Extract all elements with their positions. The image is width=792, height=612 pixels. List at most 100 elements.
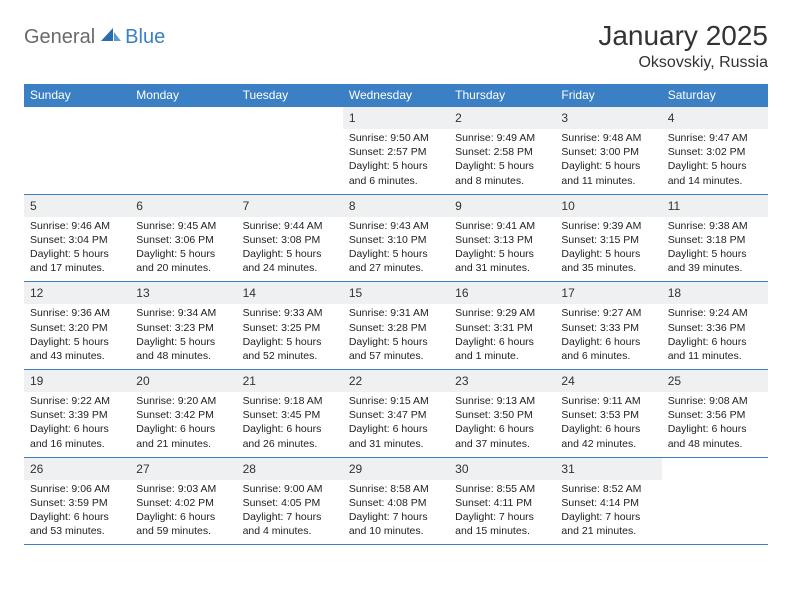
sunrise-line: Sunrise: 9:20 AM (134, 394, 232, 408)
sunrise-line: Sunrise: 9:39 AM (559, 219, 657, 233)
sunrise-line: Sunrise: 9:06 AM (28, 482, 126, 496)
empty-cell (237, 107, 343, 194)
dl2-line: and 21 minutes. (559, 524, 657, 538)
sunrise-line: Sunrise: 8:52 AM (559, 482, 657, 496)
day-cell: 23Sunrise: 9:13 AMSunset: 3:50 PMDayligh… (449, 370, 555, 457)
day-number: 25 (668, 374, 681, 388)
day-number-bar: 17 (555, 282, 661, 304)
week-row: 19Sunrise: 9:22 AMSunset: 3:39 PMDayligh… (24, 370, 768, 458)
sunset-line: Sunset: 3:39 PM (28, 408, 126, 422)
day-number: 8 (349, 199, 356, 213)
sunrise-line: Sunrise: 9:00 AM (241, 482, 339, 496)
day-number: 7 (243, 199, 250, 213)
day-cell: 25Sunrise: 9:08 AMSunset: 3:56 PMDayligh… (662, 370, 768, 457)
day-cell: 11Sunrise: 9:38 AMSunset: 3:18 PMDayligh… (662, 195, 768, 282)
dl2-line: and 53 minutes. (28, 524, 126, 538)
day-number: 30 (455, 462, 468, 476)
dl1-line: Daylight: 6 hours (134, 422, 232, 436)
sunrise-line: Sunrise: 9:50 AM (347, 131, 445, 145)
sunset-line: Sunset: 3:25 PM (241, 321, 339, 335)
day-number-bar: 2 (449, 107, 555, 129)
dl2-line: and 26 minutes. (241, 437, 339, 451)
weeks-container: 1Sunrise: 9:50 AMSunset: 2:57 PMDaylight… (24, 107, 768, 545)
day-number: 20 (136, 374, 149, 388)
day-cell: 16Sunrise: 9:29 AMSunset: 3:31 PMDayligh… (449, 282, 555, 369)
sunrise-line: Sunrise: 9:46 AM (28, 219, 126, 233)
day-cell: 6Sunrise: 9:45 AMSunset: 3:06 PMDaylight… (130, 195, 236, 282)
day-number (668, 462, 671, 476)
dl2-line: and 42 minutes. (559, 437, 657, 451)
day-number: 24 (561, 374, 574, 388)
sunset-line: Sunset: 3:56 PM (666, 408, 764, 422)
sunrise-line: Sunrise: 9:48 AM (559, 131, 657, 145)
day-cell: 21Sunrise: 9:18 AMSunset: 3:45 PMDayligh… (237, 370, 343, 457)
sunset-line: Sunset: 4:08 PM (347, 496, 445, 510)
day-cell: 14Sunrise: 9:33 AMSunset: 3:25 PMDayligh… (237, 282, 343, 369)
day-cell: 27Sunrise: 9:03 AMSunset: 4:02 PMDayligh… (130, 458, 236, 545)
day-number-bar: 29 (343, 458, 449, 480)
day-number: 6 (136, 199, 143, 213)
sunrise-line: Sunrise: 9:27 AM (559, 306, 657, 320)
day-number-bar: 28 (237, 458, 343, 480)
dl1-line: Daylight: 5 hours (453, 247, 551, 261)
day-cell: 8Sunrise: 9:43 AMSunset: 3:10 PMDaylight… (343, 195, 449, 282)
location-label: Oksovskiy, Russia (598, 54, 768, 72)
dl2-line: and 8 minutes. (453, 174, 551, 188)
day-number: 23 (455, 374, 468, 388)
sunrise-line: Sunrise: 9:29 AM (453, 306, 551, 320)
sunset-line: Sunset: 3:31 PM (453, 321, 551, 335)
sunset-line: Sunset: 4:14 PM (559, 496, 657, 510)
day-number-bar: 26 (24, 458, 130, 480)
week-row: 5Sunrise: 9:46 AMSunset: 3:04 PMDaylight… (24, 195, 768, 283)
day-cell: 7Sunrise: 9:44 AMSunset: 3:08 PMDaylight… (237, 195, 343, 282)
day-number-bar (130, 107, 236, 129)
sunset-line: Sunset: 3:28 PM (347, 321, 445, 335)
day-header: Monday (130, 84, 236, 107)
day-number-bar: 16 (449, 282, 555, 304)
sunset-line: Sunset: 3:23 PM (134, 321, 232, 335)
day-number-bar: 15 (343, 282, 449, 304)
sunset-line: Sunset: 3:59 PM (28, 496, 126, 510)
dl1-line: Daylight: 6 hours (347, 422, 445, 436)
logo-text-general: General (24, 26, 95, 49)
day-number: 17 (561, 286, 574, 300)
sunset-line: Sunset: 3:06 PM (134, 233, 232, 247)
dl2-line: and 20 minutes. (134, 261, 232, 275)
day-cell: 30Sunrise: 8:55 AMSunset: 4:11 PMDayligh… (449, 458, 555, 545)
day-number-bar: 14 (237, 282, 343, 304)
dl1-line: Daylight: 5 hours (241, 247, 339, 261)
day-number: 13 (136, 286, 149, 300)
day-cell: 4Sunrise: 9:47 AMSunset: 3:02 PMDaylight… (662, 107, 768, 194)
sunset-line: Sunset: 3:08 PM (241, 233, 339, 247)
dl2-line: and 59 minutes. (134, 524, 232, 538)
sunset-line: Sunset: 3:13 PM (453, 233, 551, 247)
sunrise-line: Sunrise: 9:38 AM (666, 219, 764, 233)
day-number-bar: 13 (130, 282, 236, 304)
day-cell: 19Sunrise: 9:22 AMSunset: 3:39 PMDayligh… (24, 370, 130, 457)
day-cell: 24Sunrise: 9:11 AMSunset: 3:53 PMDayligh… (555, 370, 661, 457)
sunset-line: Sunset: 3:04 PM (28, 233, 126, 247)
dl2-line: and 6 minutes. (347, 174, 445, 188)
day-number-bar: 18 (662, 282, 768, 304)
day-header: Tuesday (237, 84, 343, 107)
day-number-bar: 20 (130, 370, 236, 392)
day-number-bar: 22 (343, 370, 449, 392)
dl2-line: and 16 minutes. (28, 437, 126, 451)
day-header: Saturday (662, 84, 768, 107)
day-number-bar: 3 (555, 107, 661, 129)
day-number-bar: 24 (555, 370, 661, 392)
day-number: 28 (243, 462, 256, 476)
day-number-bar: 6 (130, 195, 236, 217)
dl1-line: Daylight: 6 hours (666, 335, 764, 349)
dl1-line: Daylight: 6 hours (559, 422, 657, 436)
day-cell: 15Sunrise: 9:31 AMSunset: 3:28 PMDayligh… (343, 282, 449, 369)
sunset-line: Sunset: 3:36 PM (666, 321, 764, 335)
dl1-line: Daylight: 5 hours (559, 247, 657, 261)
day-number: 21 (243, 374, 256, 388)
day-number (30, 111, 33, 125)
dl1-line: Daylight: 5 hours (134, 247, 232, 261)
sunrise-line: Sunrise: 9:15 AM (347, 394, 445, 408)
dl2-line: and 14 minutes. (666, 174, 764, 188)
dl2-line: and 37 minutes. (453, 437, 551, 451)
dl2-line: and 17 minutes. (28, 261, 126, 275)
